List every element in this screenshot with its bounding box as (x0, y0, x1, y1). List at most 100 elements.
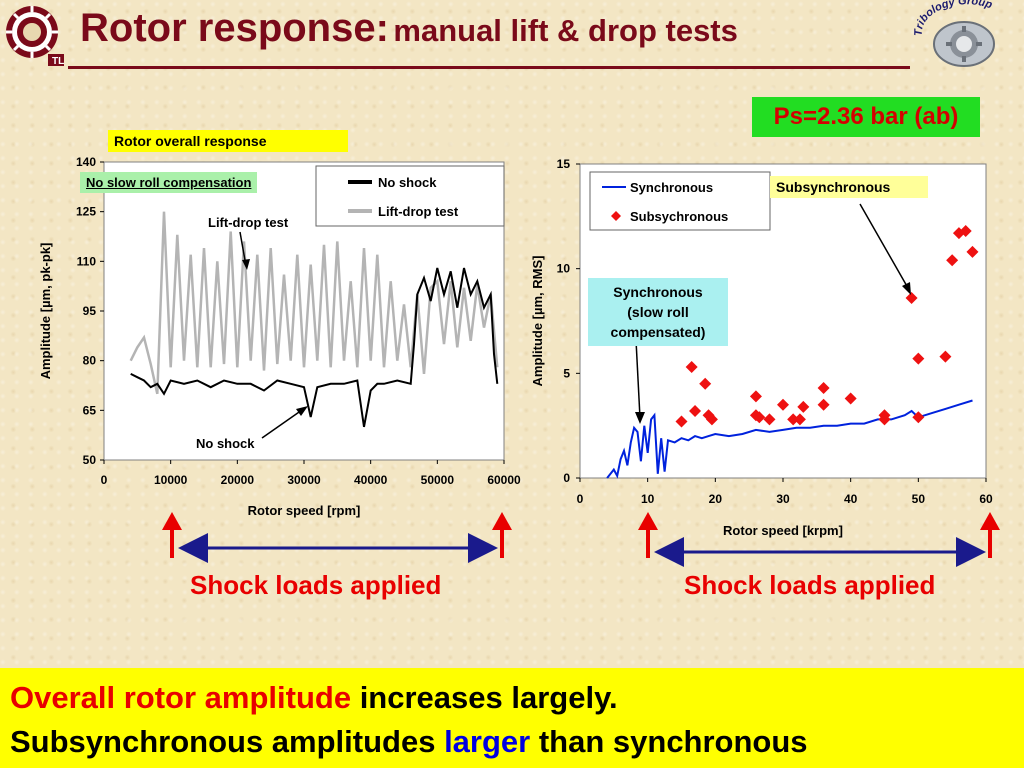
red-arrow-left-start-head (162, 512, 182, 530)
right-shock-arrows (638, 512, 1000, 567)
legend-box (315, 165, 505, 227)
x-tick-label: 20 (709, 492, 723, 506)
x-tick-label: 10 (641, 492, 655, 506)
conclusion-line-2: Subsynchronous amplitudes larger than sy… (10, 724, 808, 760)
annotation-no-shock: No shock (196, 436, 255, 451)
annotation-lift-drop: Lift-drop test (208, 215, 289, 230)
data-point-subsynchronous (844, 392, 857, 405)
university-logo: TL (6, 6, 64, 67)
x-tick-label: 0 (577, 492, 584, 506)
data-point-subsynchronous (685, 361, 698, 374)
x-tick-label: 60000 (487, 473, 521, 487)
subsynchronous-callout-arrow (859, 203, 909, 289)
data-point-subsynchronous (912, 411, 925, 424)
data-point-subsynchronous (905, 291, 918, 304)
conclusion-line2-b: than synchronous (530, 724, 808, 759)
data-point-subsynchronous (675, 415, 688, 428)
legend-swatch (611, 211, 621, 221)
shock-loads-label-right: Shock loads applied (684, 570, 936, 600)
y-tick-label: 125 (76, 205, 96, 219)
annotation-no-shock-arrowhead (296, 406, 308, 416)
y-tick-label: 5 (563, 366, 570, 380)
synchronous-callout: Synchronous (slow roll compensated) (588, 278, 728, 346)
x-tick-label: 30 (776, 492, 790, 506)
conclusion-banner: Overall rotor amplitude increases largel… (0, 668, 1024, 768)
red-arrow-right-start-head (638, 512, 658, 530)
data-point-subsynchronous (817, 398, 830, 411)
x-tick-label: 10000 (154, 473, 188, 487)
legend-box (589, 171, 771, 231)
page-title: Rotor response: manual lift & drop tests (80, 6, 738, 51)
no-slow-roll-note: No slow roll compensation (80, 172, 258, 193)
overall-response-chart: 50 65 80 95 110 125 140 0 10000 20000 30000 40000 50… (38, 155, 521, 518)
x-tick-label: 20000 (221, 473, 255, 487)
x-axis-label: Rotor speed [rpm] (248, 503, 361, 518)
tribology-group-logo: Tribology Group (913, 0, 995, 67)
data-point-subsynchronous (939, 350, 952, 363)
shock-arrows (162, 512, 1000, 567)
title-main: Rotor response: (80, 6, 389, 50)
shock-loads-label-left: Shock loads applied (190, 570, 442, 600)
data-point-subsynchronous (959, 224, 972, 237)
y-axis-label: Amplitude [µm, pk-pk] (38, 243, 53, 380)
synchronous-callout-arrowhead (635, 412, 645, 424)
y-tick-label: 10 (557, 262, 571, 276)
synchronous-callout-arrow (635, 339, 641, 419)
chart-legend: Synchronous Subsychronous (589, 171, 771, 231)
red-arrow-right-end-head (980, 512, 1000, 530)
data-point-subsynchronous (912, 352, 925, 365)
x-tick-label: 50 (912, 492, 926, 506)
x-tick-label: 40 (844, 492, 858, 506)
y-tick-label: 80 (83, 354, 97, 368)
subsynchronous-callout-arrowhead (902, 282, 911, 295)
annotation-lift-drop-arrowhead (242, 259, 250, 270)
data-point-subsynchronous (946, 254, 959, 267)
x-tick-label: 30000 (287, 473, 321, 487)
x-tick-label: 50000 (421, 473, 455, 487)
title-bar: TL Rotor response: manual lift & drop te… (0, 0, 1024, 72)
subsynchronous-callout: Subsynchronous (770, 176, 928, 198)
x-tick-label: 60 (979, 492, 993, 506)
data-point-subsynchronous (699, 377, 712, 390)
y-tick-label: 15 (557, 157, 571, 171)
annotation-no-shock-arrow (261, 409, 303, 439)
x-tick-label: 40000 (354, 473, 388, 487)
conclusion-line2-blue: larger (444, 724, 531, 759)
series-line-lift-drop (129, 211, 499, 395)
x-axis-label: Rotor speed [krpm] (723, 523, 843, 538)
data-point-subsynchronous (952, 227, 965, 240)
legend-label: Lift-drop test (378, 204, 459, 219)
conclusion-line1-black: increases largely. (351, 680, 618, 715)
data-point-subsynchronous (777, 398, 789, 411)
data-point-subsynchronous (753, 411, 766, 424)
title-sub: manual lift & drop tests (393, 13, 738, 48)
legend-label: Subsychronous (630, 209, 728, 224)
overall-response-title: Rotor overall response (108, 130, 348, 152)
y-tick-label: 140 (76, 155, 96, 169)
y-tick-label: 50 (83, 453, 97, 467)
data-point-subsynchronous (966, 245, 979, 258)
y-tick-label: 65 (83, 403, 97, 417)
legend-label: Synchronous (630, 180, 713, 195)
supply-pressure-label: Ps=2.36 bar (ab) (752, 97, 980, 137)
data-point-subsynchronous (749, 390, 762, 403)
data-point-subsynchronous (878, 413, 891, 426)
data-point-subsynchronous (817, 381, 830, 394)
series-line-no-shock (130, 267, 499, 428)
conclusion-line1-red: Overall rotor amplitude (10, 680, 352, 715)
data-point-subsynchronous (797, 400, 810, 413)
data-point-subsynchronous (705, 413, 718, 426)
data-point-subsynchronous (689, 405, 702, 418)
y-tick-label: 110 (77, 254, 97, 268)
data-point-subsynchronous (787, 413, 800, 426)
legend-label: No shock (378, 175, 437, 190)
conclusion-line-1: Overall rotor amplitude increases largel… (10, 680, 618, 716)
y-tick-label: 0 (563, 471, 570, 485)
red-arrow-left-end-head (492, 512, 512, 530)
conclusion-line2-a: Subsynchronous amplitudes (10, 724, 445, 759)
svg-text:TL: TL (52, 56, 64, 67)
data-point-subsynchronous (763, 413, 776, 426)
title-rule (68, 66, 910, 69)
chart-legend: No shock Lift-drop test (315, 165, 505, 227)
synchronous-subsynchronous-chart: 0 5 10 15 0 10 20 30 40 50 60 Rotor speed [krpm] Amp… (530, 157, 993, 538)
